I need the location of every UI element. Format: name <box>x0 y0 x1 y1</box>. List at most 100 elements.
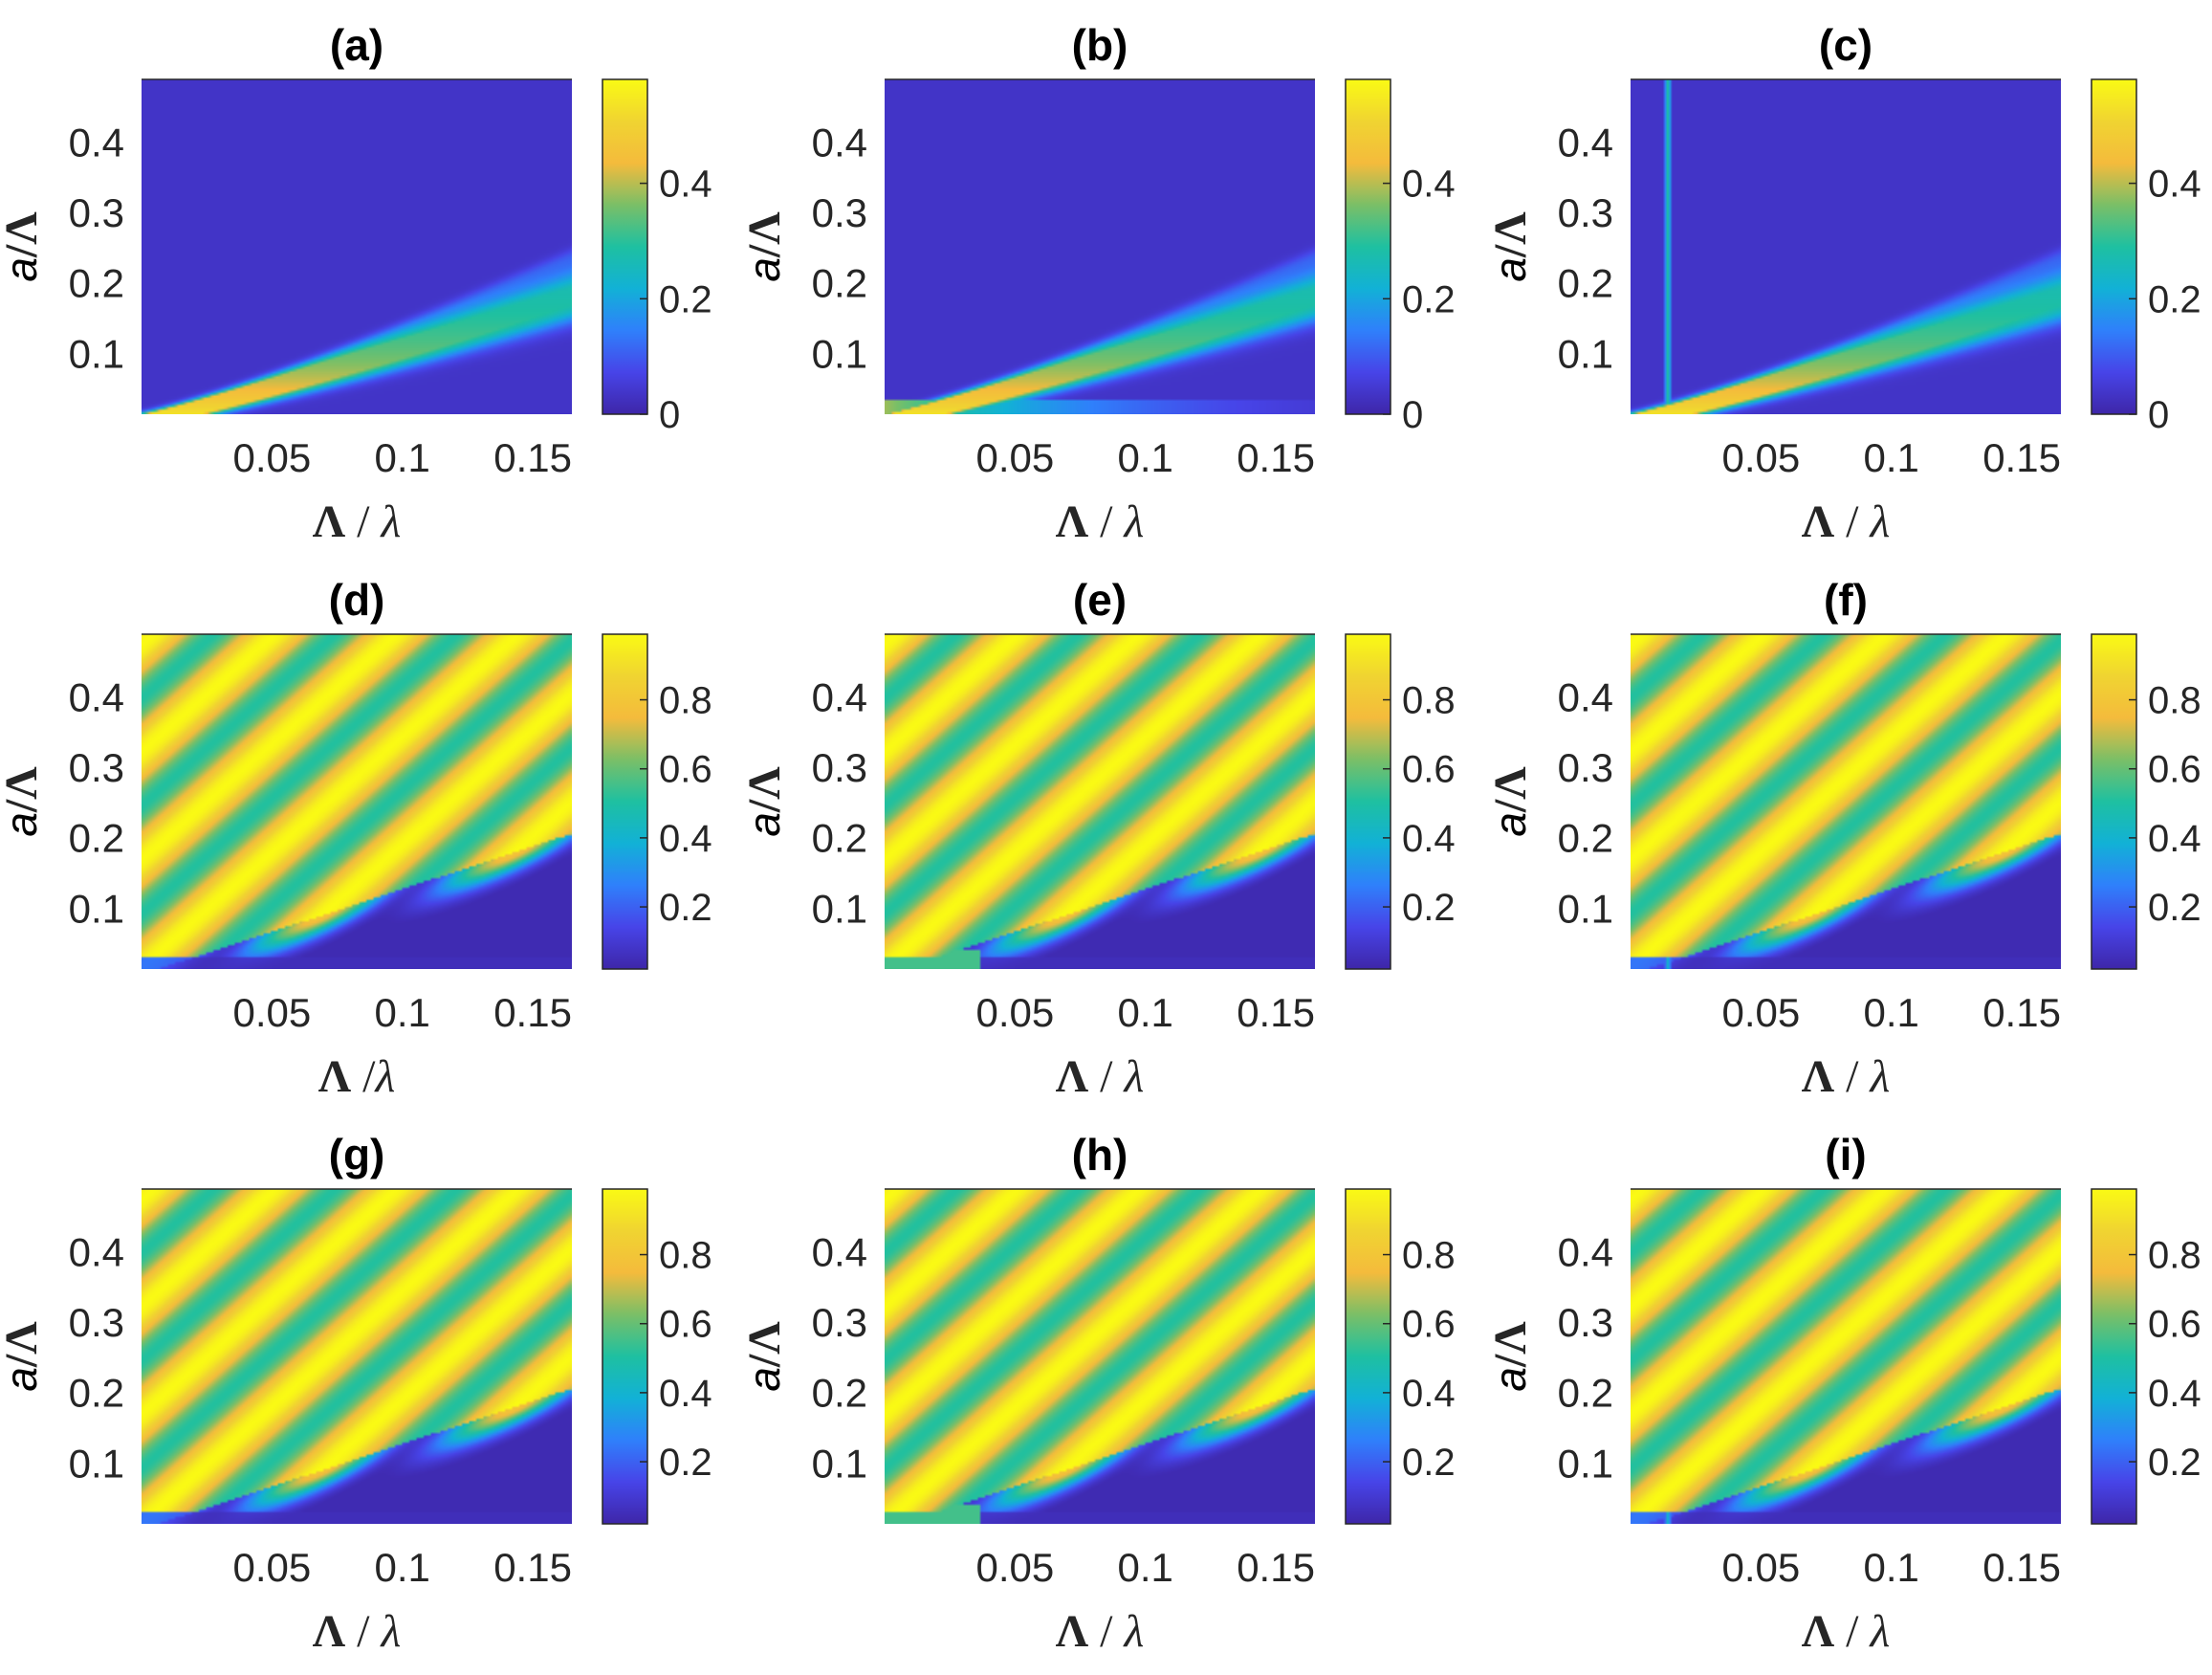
y-tick-label: 0.1 <box>812 1441 867 1486</box>
y-axis-label-main: /Λ <box>1485 1321 1536 1368</box>
y-axis-label: a/Λ <box>1485 1321 1536 1392</box>
y-axis-label-var: a <box>0 1367 46 1392</box>
y-tick-label: 0.2 <box>1558 261 1613 306</box>
x-axis-label: Λ / λ <box>1802 496 1891 547</box>
colorbar-tick-label: 0.8 <box>2148 680 2201 722</box>
x-axis-label: Λ / λ <box>1802 1606 1891 1657</box>
y-axis-label: a/Λ <box>739 211 790 282</box>
colorbar-tick-label: 0.4 <box>2148 1373 2201 1415</box>
y-axis-label-var: a <box>739 257 789 282</box>
panel-h: (h)0.05 0.1 0.150.10.20.30.4Λ / λa/Λ0.20.4… <box>739 1130 1456 1657</box>
panel-c: (c)0.05 0.1 0.150.10.20.30.4Λ / λa/Λ00.20.… <box>1485 20 2201 547</box>
y-tick-label: 0.3 <box>69 190 124 235</box>
heatmap-image <box>885 634 1315 969</box>
x-axis-label-var: λ <box>379 496 401 547</box>
colorbar <box>2092 634 2136 969</box>
y-axis-label-var: a <box>0 812 46 837</box>
colorbar-tick-label: 0.8 <box>1402 680 1456 722</box>
y-tick-label: 0.3 <box>1558 1300 1613 1345</box>
colorbar-tick-label: 0.2 <box>1402 887 1456 929</box>
y-tick-label: 0.2 <box>1558 1371 1613 1416</box>
x-tick-label: 0.1 <box>1118 435 1173 480</box>
y-tick-label: 0.2 <box>812 1371 867 1416</box>
colorbar-tick-label: 0.8 <box>1402 1235 1456 1277</box>
colorbar-tick-label: 0.4 <box>1402 818 1456 860</box>
x-tick-label: 0.05 <box>1721 1545 1800 1590</box>
y-axis-label-main: /Λ <box>1485 766 1536 813</box>
colorbar-tick-label: 0 <box>1402 394 1423 436</box>
y-tick-label: 0.3 <box>69 745 124 790</box>
y-tick-label: 0.4 <box>1558 1229 1613 1274</box>
colorbar <box>602 1189 647 1524</box>
x-axis-label-sep: / <box>1834 1606 1870 1657</box>
y-tick-label: 0.4 <box>812 674 867 719</box>
x-axis-label-main: Λ <box>1802 496 1835 547</box>
x-tick-label: 0.15 <box>493 990 572 1035</box>
colorbar-tick-label: 0.4 <box>659 1373 712 1415</box>
colorbar-tick-label: 0.6 <box>2148 749 2201 791</box>
x-tick-label: 0.15 <box>1237 990 1315 1035</box>
x-axis-label-var: λ <box>1122 1606 1144 1657</box>
y-axis-label-var: a <box>1485 257 1535 282</box>
heatmap-image <box>142 79 572 414</box>
y-tick-label: 0.1 <box>1558 886 1613 931</box>
colorbar-tick-label: 0.2 <box>2148 278 2201 320</box>
y-axis-label-var: a <box>1485 1367 1535 1392</box>
x-axis-label: Λ / λ <box>1056 1606 1145 1657</box>
y-axis-label-var: a <box>739 1367 789 1392</box>
x-axis-label-sep: / <box>345 496 381 547</box>
x-tick-label: 0.1 <box>1864 1545 1919 1590</box>
x-tick-label: 0.1 <box>1118 1545 1173 1590</box>
colorbar-tick-label: 0.4 <box>1402 164 1456 206</box>
x-tick-label: 0.15 <box>1237 435 1315 480</box>
heatmap-image <box>1631 634 2061 969</box>
y-tick-label: 0.1 <box>69 886 124 931</box>
y-axis-label: a/Λ <box>0 766 47 837</box>
y-axis-label-var: a <box>1485 812 1535 837</box>
colorbar-tick-label: 0 <box>659 394 680 436</box>
y-axis-label: a/Λ <box>1485 766 1536 837</box>
panel-title: (i) <box>1825 1130 1866 1179</box>
colorbar-frame <box>602 1188 648 1525</box>
x-axis-label-var: λ <box>1868 1606 1890 1657</box>
x-axis-label-main: Λ <box>1802 1051 1835 1102</box>
x-tick-label: 0.1 <box>1864 435 1919 480</box>
x-axis-label-main: Λ <box>1056 1606 1089 1657</box>
x-tick-label: 0.05 <box>975 435 1054 480</box>
panel-d: (d)0.05 0.1 0.150.10.20.30.4Λ /λa/Λ0.20.40… <box>0 575 712 1102</box>
colorbar-tick-label: 0.2 <box>659 887 712 929</box>
heatmap-image <box>885 79 1315 414</box>
x-tick-label: 0.15 <box>1982 990 2061 1035</box>
y-tick-label: 0.1 <box>1558 331 1613 376</box>
colorbar-tick-label: 0.2 <box>2148 1442 2201 1484</box>
x-axis-label-var: λ <box>373 1051 395 1102</box>
x-axis-label-main: Λ <box>1056 1051 1089 1102</box>
x-tick-label: 0.15 <box>1982 1545 2061 1590</box>
colorbar-frame <box>602 78 648 415</box>
x-axis-label-main: Λ <box>313 1606 346 1657</box>
heatmap-image <box>142 1189 572 1524</box>
y-tick-label: 0.2 <box>69 261 124 306</box>
colorbar-tick-label: 0.8 <box>2148 1235 2201 1277</box>
x-axis-label-sep: / <box>345 1606 381 1657</box>
colorbar-tick-label: 0.4 <box>2148 164 2201 206</box>
y-axis-label-main: /Λ <box>0 1321 47 1368</box>
panel-title: (e) <box>1073 575 1127 625</box>
x-tick-label: 0.05 <box>1721 990 1800 1035</box>
colorbar-tick-label: 0.8 <box>659 1235 712 1277</box>
colorbar <box>1346 1189 1391 1524</box>
colorbar-tick-label: 0.2 <box>659 1442 712 1484</box>
x-axis-label-sep: / <box>1834 496 1870 547</box>
colorbar-tick-label: 0.4 <box>1402 1373 1456 1415</box>
y-axis-label: a/Λ <box>739 1321 790 1392</box>
y-tick-label: 0.2 <box>69 816 124 861</box>
x-tick-label: 0.15 <box>493 435 572 480</box>
y-tick-label: 0.2 <box>812 816 867 861</box>
y-tick-label: 0.4 <box>812 120 867 165</box>
x-axis-label: Λ / λ <box>1802 1051 1891 1102</box>
colorbar <box>602 634 647 969</box>
panel-i: (i)0.05 0.1 0.150.10.20.30.4Λ / λa/Λ0.20.4… <box>1485 1130 2201 1657</box>
x-tick-label: 0.05 <box>975 1545 1054 1590</box>
y-tick-label: 0.3 <box>812 190 867 235</box>
